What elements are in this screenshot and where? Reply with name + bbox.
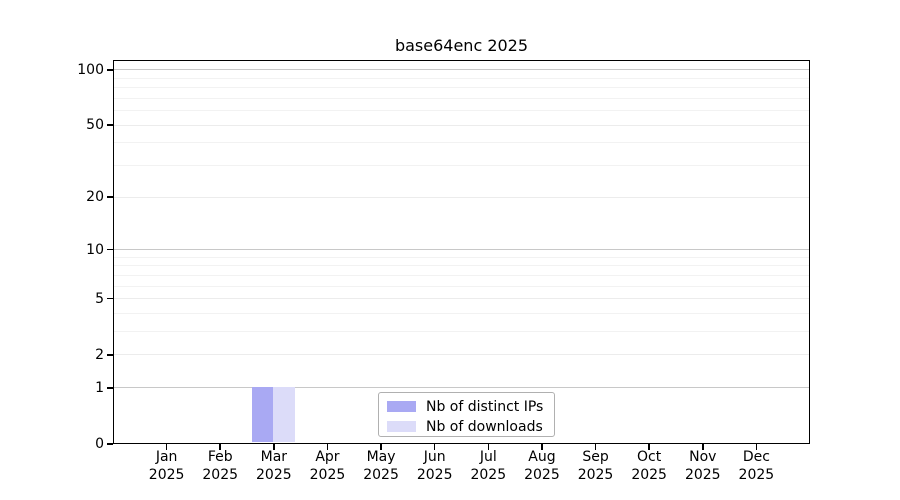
- y-axis-tick-50: [107, 124, 113, 126]
- x-axis-label-month: Aug: [528, 449, 556, 465]
- x-axis-label-mar: Mar 2025: [242, 449, 306, 484]
- gridline-y-9: [114, 256, 809, 258]
- gridline-y-50: [114, 124, 809, 126]
- x-axis-tick-aug: [541, 444, 543, 450]
- x-axis-tick-apr: [326, 444, 329, 450]
- x-axis-label-year: 2025: [363, 466, 399, 483]
- legend-label-downloads: Nb of downloads: [426, 418, 543, 435]
- legend: Nb of distinct IPs Nb of downloads: [378, 392, 555, 437]
- gridline-y-100: [114, 69, 809, 71]
- y-axis-tick-label-100: 100: [77, 61, 104, 78]
- legend-item-downloads: Nb of downloads: [387, 418, 554, 435]
- y-axis-tick-0: [107, 443, 113, 445]
- x-axis-label-jul: Jul 2025: [456, 449, 520, 484]
- gridline-y-30: [114, 165, 809, 167]
- y-axis-tick-label-50: 50: [86, 117, 104, 134]
- gridline-y-4: [114, 313, 809, 314]
- x-axis-tick-sep: [594, 444, 597, 450]
- y-axis-tick-5: [107, 297, 113, 300]
- x-axis-label-month: Jul: [479, 449, 497, 465]
- x-axis-label-year: 2025: [631, 466, 667, 483]
- gridline-y-8: [114, 265, 809, 267]
- bar-distinct-ips-month-3: [251, 387, 274, 442]
- legend-swatch-distinct-ips: [387, 401, 416, 412]
- x-axis-label-dec: Dec 2025: [724, 449, 788, 484]
- x-axis-label-year: 2025: [524, 466, 560, 483]
- y-axis-tick-label-0: 0: [95, 436, 104, 452]
- plot-area: [113, 60, 810, 444]
- y-axis-tick-2: [107, 354, 113, 356]
- x-axis-label-month: Nov: [689, 449, 717, 465]
- gridline-y-3: [114, 331, 809, 333]
- x-axis-label-month: Jan: [155, 449, 178, 465]
- legend-swatch-downloads: [387, 421, 416, 432]
- x-axis-label-year: 2025: [416, 466, 453, 483]
- y-axis-tick-label-10: 10: [86, 241, 104, 258]
- x-axis-label-month: Jun: [423, 449, 446, 465]
- x-axis-tick-mar: [273, 444, 275, 450]
- x-axis-label-year: 2025: [577, 466, 614, 483]
- x-axis-label-feb: Feb 2025: [188, 449, 252, 484]
- x-axis-label-month: Apr: [315, 449, 340, 465]
- y-axis-tick-20: [107, 196, 113, 198]
- x-axis-label-jun: Jun 2025: [403, 449, 467, 484]
- x-axis-label-month: Sep: [582, 449, 609, 465]
- x-axis-label-aug: Aug 2025: [510, 449, 574, 484]
- y-axis-tick-label-2: 2: [95, 346, 104, 363]
- gridline-y-10: [114, 249, 809, 251]
- y-axis-tick-label-5: 5: [95, 290, 104, 307]
- x-axis-label-month: Mar: [260, 449, 288, 465]
- x-axis-tick-jul: [487, 444, 490, 450]
- y-axis-tick-10: [107, 248, 113, 251]
- x-axis-label-apr: Apr 2025: [295, 449, 359, 484]
- x-axis-label-year: 2025: [202, 466, 239, 483]
- x-axis-tick-jun: [433, 444, 436, 450]
- gridline-y-90: [114, 77, 809, 79]
- gridline-y-60: [114, 110, 809, 112]
- gridline-y-1: [114, 387, 809, 389]
- legend-item-distinct-ips: Nb of distinct IPs: [387, 398, 554, 415]
- gridline-y-70: [114, 97, 809, 99]
- x-axis-label-year: 2025: [256, 466, 292, 483]
- x-axis-label-jan: Jan 2025: [135, 449, 199, 484]
- x-axis-label-oct: Oct 2025: [617, 449, 681, 484]
- gridline-y-2: [114, 354, 809, 356]
- gridline-y-7: [114, 274, 809, 276]
- x-axis-label-month: May: [366, 449, 396, 465]
- x-axis-label-year: 2025: [684, 466, 721, 483]
- gridline-y-5: [114, 298, 809, 300]
- gridline-y-6: [114, 285, 809, 287]
- gridline-y-20: [114, 196, 809, 198]
- x-axis-label-nov: Nov 2025: [671, 449, 735, 484]
- x-axis-label-year: 2025: [470, 466, 507, 483]
- x-axis-label-sep: Sep 2025: [564, 449, 628, 484]
- x-axis-tick-oct: [648, 444, 650, 450]
- y-axis-tick-label-1: 1: [95, 379, 104, 396]
- y-axis-tick-100: [107, 69, 113, 71]
- x-axis-tick-may: [380, 444, 382, 450]
- x-axis-tick-jan: [165, 444, 168, 450]
- x-axis-label-year: 2025: [738, 466, 775, 483]
- x-axis-tick-nov: [702, 444, 704, 450]
- x-axis-tick-feb: [219, 444, 221, 450]
- x-axis-label-year: 2025: [309, 466, 346, 483]
- legend-label-distinct-ips: Nb of distinct IPs: [426, 398, 544, 415]
- chart-title: base64enc 2025: [394, 36, 529, 55]
- y-axis-tick-label-20: 20: [86, 189, 104, 206]
- bar-downloads-month-3: [273, 387, 295, 442]
- x-axis-label-month: Feb: [207, 449, 233, 465]
- y-axis-tick-1: [107, 387, 113, 389]
- x-axis-tick-dec: [755, 444, 758, 450]
- x-axis-label-month: Dec: [742, 449, 770, 465]
- x-axis-label-year: 2025: [148, 466, 185, 483]
- gridline-y-80: [114, 87, 809, 89]
- x-axis-label-month: Oct: [637, 449, 662, 465]
- x-axis-label-may: May 2025: [349, 449, 413, 484]
- gridline-y-40: [114, 142, 809, 144]
